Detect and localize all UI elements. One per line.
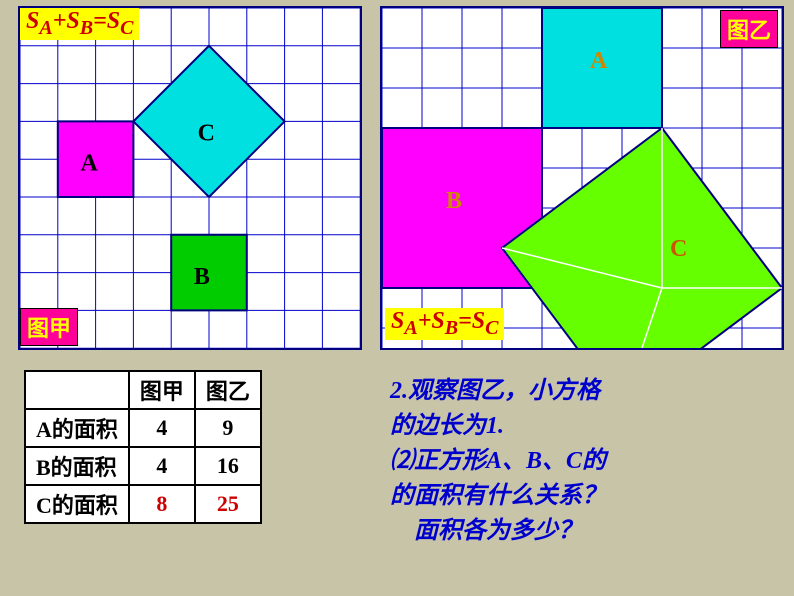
question-line: 的边长为1. bbox=[390, 405, 606, 440]
panel-jia: A B C bbox=[18, 6, 362, 350]
svg-text:A: A bbox=[590, 48, 608, 74]
badge-yi: 图乙 bbox=[720, 10, 778, 48]
svg-text:C: C bbox=[198, 120, 215, 146]
cell: 25 bbox=[195, 485, 261, 523]
table-row: A的面积49 bbox=[25, 409, 261, 447]
question-line: 面积各为多少？ bbox=[390, 510, 606, 545]
svg-text:B: B bbox=[446, 188, 462, 214]
table-header: 图甲 bbox=[129, 371, 195, 409]
cell: 4 bbox=[129, 409, 195, 447]
cell: 8 bbox=[129, 485, 195, 523]
table-header: 图乙 bbox=[195, 371, 261, 409]
table-header bbox=[25, 371, 129, 409]
row-label: B的面积 bbox=[25, 447, 129, 485]
area-table: 图甲图乙A的面积49B的面积416C的面积825 bbox=[24, 370, 262, 524]
cell: 9 bbox=[195, 409, 261, 447]
row-label: A的面积 bbox=[25, 409, 129, 447]
question-text: 2.观察图乙，小方格的边长为1.⑵正方形A、B、C的的面积有什么关系？ 面积各为… bbox=[390, 370, 606, 545]
question-line: ⑵正方形A、B、C的 bbox=[390, 440, 606, 475]
badge-jia: 图甲 bbox=[20, 308, 78, 346]
row-label: C的面积 bbox=[25, 485, 129, 523]
formula-yi: SA+SB=SC bbox=[385, 308, 504, 340]
formula-jia: SA+SB=SC bbox=[20, 8, 139, 40]
table-row: B的面积416 bbox=[25, 447, 261, 485]
table-row: C的面积825 bbox=[25, 485, 261, 523]
svg-text:C: C bbox=[670, 236, 687, 262]
cell: 4 bbox=[129, 447, 195, 485]
svg-text:A: A bbox=[80, 151, 98, 177]
panel-yi: A B C bbox=[380, 6, 784, 350]
question-line: 2.观察图乙，小方格 bbox=[390, 370, 606, 405]
svg-text:B: B bbox=[194, 264, 210, 290]
cell: 16 bbox=[195, 447, 261, 485]
question-line: 的面积有什么关系？ bbox=[390, 475, 606, 510]
